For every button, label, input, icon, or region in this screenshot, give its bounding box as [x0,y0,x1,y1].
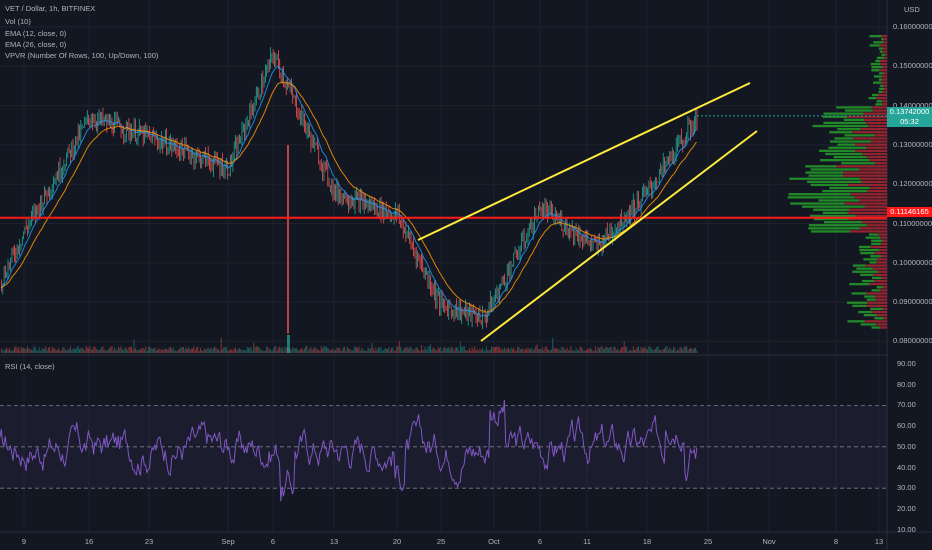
rsi-tick-label: 60.00 [897,421,916,431]
price-tick-label: 0.08000000 [893,336,932,346]
ema-26-line [0,81,697,313]
time-tick-label: 18 [642,537,652,546]
currency-label: USD [904,5,920,14]
time-tick-label: 13 [329,537,339,546]
rsi-tick-label: 90.00 [897,359,916,368]
support-price-badge: 0.11146165 [887,207,932,217]
price-tick-label: 0.13000000 [893,139,932,149]
indicator-vol[interactable]: Vol (10) [5,17,31,26]
time-tick-label: 6 [270,537,276,546]
indicator-vpvr[interactable]: VPVR (Number Of Rows, 100, Up/Down, 100) [5,51,159,60]
last-price: 0.13742000 [889,107,930,116]
rsi-tick-label: 50.00 [897,441,916,451]
price-tick-label: 0.09000000 [893,297,932,307]
time-tick-label: 13 [874,537,884,546]
price-tick-label: 0.15000000 [893,61,932,71]
rsi-tick-label: 70.00 [897,400,916,410]
lower-trendline [480,130,758,342]
indicator-ema-26[interactable]: EMA (26, close, 0) [5,40,67,49]
rsi-tick-label: 20.00 [897,503,916,513]
time-tick-label: Oct [488,537,500,546]
price-tick-label: 0.14000000 [893,100,932,110]
rsi-tick-label: 10.00 [897,524,916,534]
indicator-ema-12[interactable]: EMA (12, close, 0) [5,29,67,38]
ema-12-line [0,65,697,317]
time-tick-label: 8 [833,537,839,546]
symbol-title[interactable]: VET / Dollar, 1h, BITFINEX [5,4,96,13]
volume-profile [787,35,887,329]
time-tick-label: 6 [537,537,543,546]
candles [1,47,698,330]
time-tick-label: Nov [762,537,776,546]
upper-trendline [417,82,751,241]
last-price-badge: 0.13742000 05:32 [887,107,932,127]
price-tick-label: 0.12000000 [893,179,932,189]
price-tick-label: 0.10000000 [893,257,932,267]
bar-countdown: 05:32 [900,117,919,126]
price-tick-label: 0.11000000 [893,218,932,228]
time-tick-label: 25 [703,537,713,546]
rsi-tick-label: 80.00 [897,379,916,389]
time-tick-label: 25 [436,537,446,546]
time-tick-label: 11 [583,537,591,546]
time-tick-label: 16 [84,537,94,546]
rsi-tick-label: 40.00 [897,462,916,472]
rsi-tick-label: 30.00 [897,483,916,493]
rsi-title[interactable]: RSI (14, close) [5,362,55,371]
volume-bars [1,337,698,353]
volume-spike [287,335,290,353]
support-price: 0.11146165 [890,207,929,216]
rsi-line [0,399,698,502]
time-tick-label: 23 [144,537,154,546]
time-tick-label: 20 [392,537,402,546]
time-tick-label: Sep [221,537,235,546]
time-tick-label: 9 [21,537,27,546]
price-tick-label: 0.16000000 [893,22,932,31]
